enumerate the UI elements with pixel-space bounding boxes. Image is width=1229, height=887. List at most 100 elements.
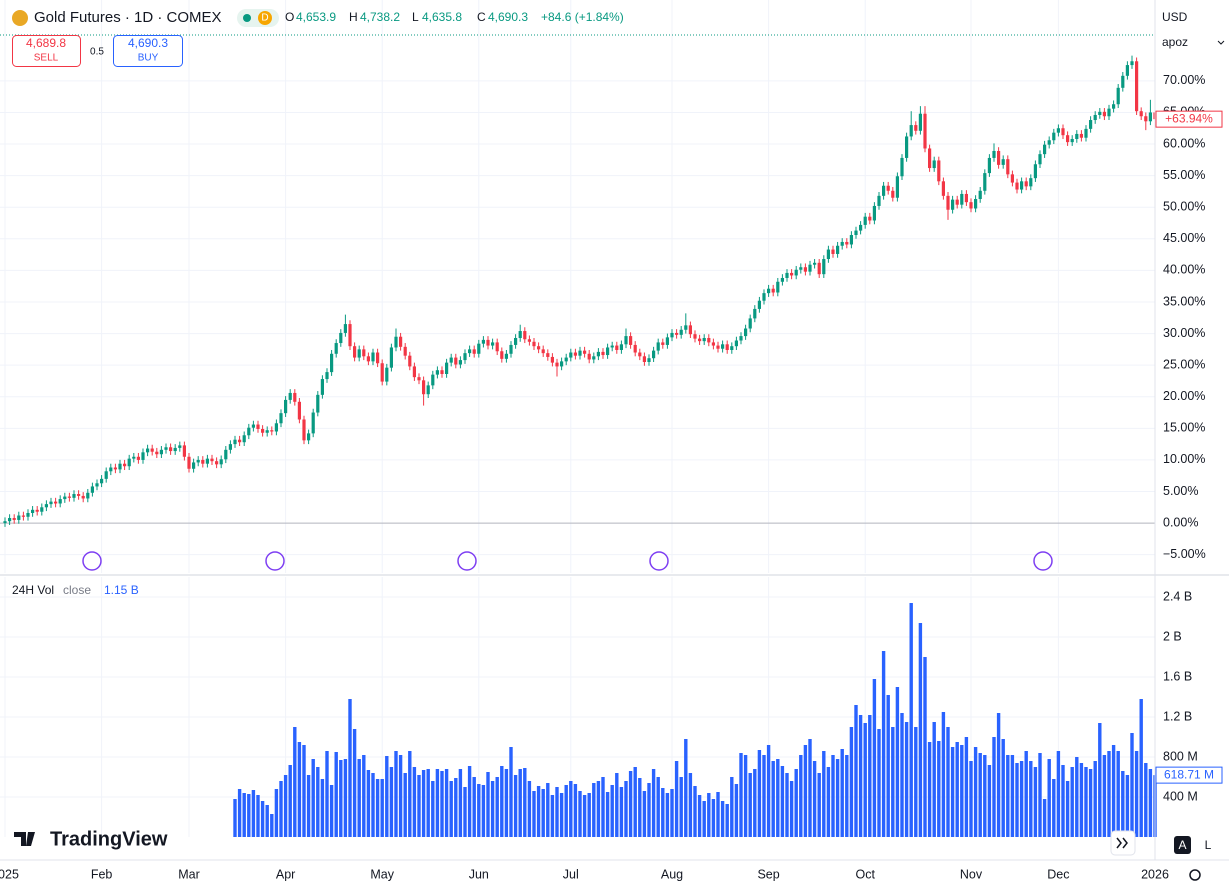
candle-body — [1112, 104, 1116, 109]
candle-body — [376, 352, 380, 364]
volume-bar — [1047, 759, 1051, 837]
volume-bar — [1111, 745, 1116, 837]
candle-body — [307, 433, 311, 441]
candle-body — [17, 515, 21, 520]
auto-button[interactable] — [1174, 836, 1191, 854]
volume-bar — [297, 742, 302, 837]
volume-bar — [799, 755, 803, 837]
candle-body — [1033, 164, 1037, 179]
log-label[interactable]: L — [1205, 838, 1212, 852]
volume-bar — [320, 779, 325, 837]
volume-bar — [578, 791, 582, 837]
candle-body — [969, 202, 973, 209]
volume-bar — [969, 761, 973, 837]
volume-bar — [909, 603, 913, 837]
y-tick-label: 55.00% — [1163, 168, 1205, 182]
volume-bar — [1065, 781, 1070, 837]
candle-body — [721, 344, 725, 349]
candle-body — [288, 392, 292, 400]
candle-body — [500, 351, 504, 359]
candle-body — [817, 262, 821, 275]
volume-bar — [707, 793, 711, 837]
settings-icon[interactable] — [1189, 869, 1201, 881]
buy-button[interactable] — [113, 35, 183, 67]
candle-body — [831, 249, 835, 254]
unit-select[interactable]: apoz — [1162, 35, 1188, 49]
candle-body — [343, 324, 347, 333]
event-marker[interactable] — [265, 551, 285, 571]
event-marker[interactable] — [457, 551, 477, 571]
y-tick-label: 15.00% — [1163, 421, 1205, 435]
volume-bar — [987, 765, 992, 837]
volume-bar — [895, 687, 900, 837]
buy-price: 4,690.3 — [128, 36, 168, 50]
candle-body — [840, 241, 844, 246]
candle-body — [730, 346, 734, 350]
volume-bar — [1029, 761, 1033, 837]
chevron — [1217, 40, 1225, 45]
y-tick-label: 2 B — [1163, 629, 1182, 643]
ohlc-label: L — [412, 10, 419, 24]
volume-bar — [785, 773, 789, 837]
volume-bar — [500, 766, 504, 837]
candle-body — [1125, 65, 1129, 76]
y-tick-label: 400 M — [1163, 789, 1198, 803]
candle-body — [274, 423, 278, 432]
candle-body — [412, 366, 416, 378]
event-marker[interactable] — [649, 551, 669, 571]
last-value-label: 618.71 M — [1164, 767, 1214, 781]
volume-bar — [624, 781, 628, 837]
candle-body — [560, 361, 564, 367]
volume-bar — [794, 769, 798, 837]
volume-bar — [329, 785, 334, 837]
last-value-box — [1155, 110, 1223, 128]
volume-bar — [490, 781, 495, 837]
volume-bar — [780, 766, 785, 837]
volume-bar — [260, 801, 265, 837]
candle-body — [610, 345, 614, 348]
volume-bar — [978, 753, 982, 837]
candle-body — [178, 445, 182, 448]
candle-body — [1029, 178, 1033, 187]
candle-body — [408, 355, 412, 367]
currency-select[interactable]: USD — [1162, 10, 1188, 24]
volume-bar — [1121, 771, 1125, 837]
symbol-title[interactable]: Gold Futures · 1D · COMEX — [34, 9, 222, 26]
x-tick-label: Jun — [469, 867, 489, 881]
volume-bar — [555, 787, 559, 837]
brand-logo — [14, 832, 35, 846]
y-tick-label: 5.00% — [1163, 484, 1198, 498]
volume-bar — [532, 791, 536, 837]
volume-legend-source: close — [63, 583, 91, 597]
candle-body — [431, 374, 435, 386]
volume-bar — [242, 793, 246, 837]
candle-body — [1148, 112, 1152, 122]
candle-body — [808, 264, 812, 272]
candle-body — [1070, 138, 1074, 143]
candle-body — [859, 224, 863, 231]
candle-body — [877, 195, 881, 206]
candle-body — [261, 428, 265, 433]
volume-bar — [822, 751, 826, 837]
interval-badge-bg — [258, 11, 272, 25]
scroll-button[interactable] — [1110, 830, 1136, 856]
candle-body — [868, 216, 872, 221]
event-marker[interactable] — [82, 551, 102, 571]
candle-body — [951, 199, 955, 210]
volume-bar — [633, 767, 637, 837]
volume-bar — [306, 775, 311, 837]
candle-body — [771, 288, 775, 293]
candle-body — [123, 463, 127, 467]
candle-body — [164, 447, 168, 450]
symbol-logo — [12, 10, 28, 26]
sell-button[interactable] — [12, 35, 81, 67]
candle-body — [54, 501, 58, 504]
volume-bar — [592, 783, 596, 837]
volume-bar — [748, 773, 752, 837]
volume-bar — [316, 767, 320, 837]
volume-bar — [513, 775, 518, 837]
candle-body — [1052, 132, 1056, 141]
event-marker[interactable] — [1033, 551, 1053, 571]
volume-bar — [955, 742, 959, 837]
